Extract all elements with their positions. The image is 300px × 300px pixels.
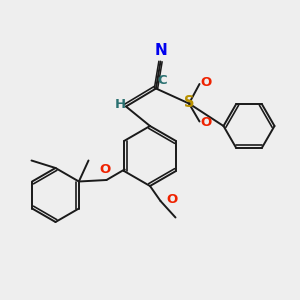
Text: O: O bbox=[200, 116, 212, 130]
Text: O: O bbox=[200, 76, 212, 89]
Text: C: C bbox=[158, 74, 167, 87]
Text: S: S bbox=[184, 95, 194, 110]
Text: H: H bbox=[115, 98, 126, 112]
Text: O: O bbox=[166, 193, 177, 206]
Text: N: N bbox=[154, 43, 167, 58]
Text: O: O bbox=[99, 163, 111, 176]
